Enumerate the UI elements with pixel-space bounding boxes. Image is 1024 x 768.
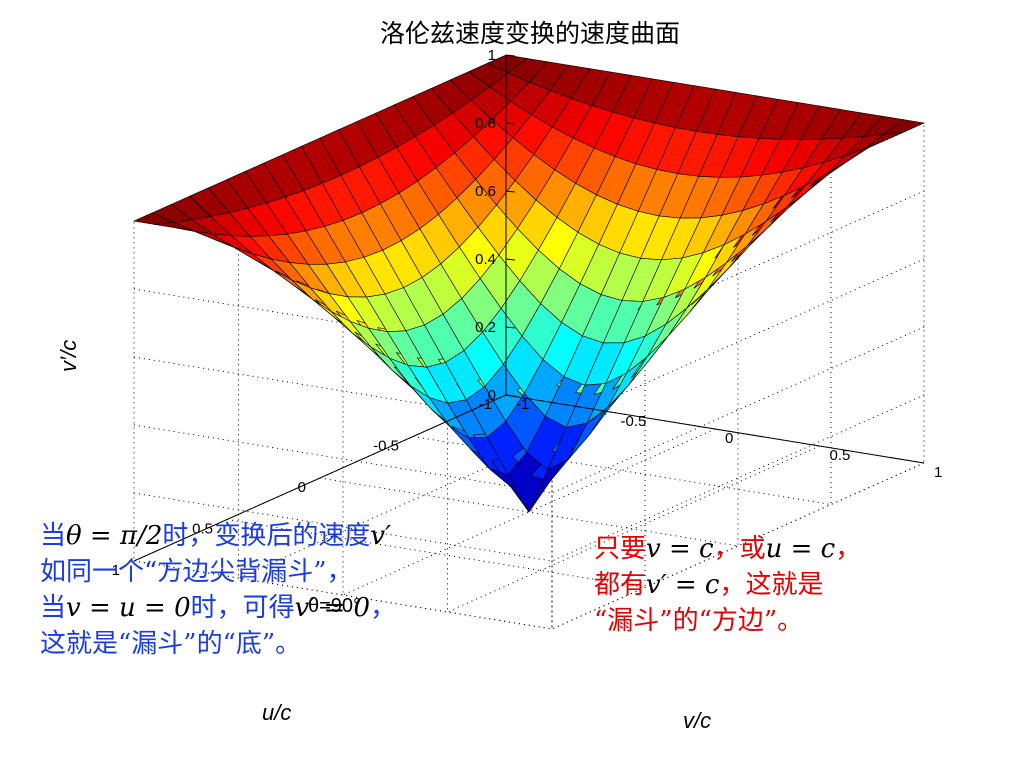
grid-line-x-0 xyxy=(505,123,925,464)
y-axis-line xyxy=(505,394,925,464)
z-axis-label: v′/c xyxy=(56,340,81,372)
z-tick-mark xyxy=(505,54,516,57)
grid-line-y-2 xyxy=(342,255,716,596)
z-tick-label: 0.6 xyxy=(475,183,496,200)
grid-line-y-1 xyxy=(238,238,611,579)
grid-line-z-4 xyxy=(133,190,925,358)
y-tick-label: 0.5 xyxy=(830,447,851,464)
z-tick-mark xyxy=(505,258,516,261)
left-annotation: 当θ = π/2时，变换后的速度v′ 如同一个“方边尖背漏斗”， 当v = u … xyxy=(40,518,396,662)
grid-line-z-1 xyxy=(133,394,925,562)
right-note-line2: 都有v′ = c，这就是 xyxy=(594,570,824,600)
z-tick-mark xyxy=(505,394,516,397)
surface-mesh xyxy=(132,54,926,513)
x-tick-label: 0.5 xyxy=(192,521,213,538)
z-tick-mark xyxy=(505,122,516,125)
grid-line-y-3 xyxy=(447,272,820,613)
z-tick-label: 0 xyxy=(488,387,496,404)
y-tick-label: 0 xyxy=(725,430,733,447)
theta-annotation: θ=90° xyxy=(308,595,361,617)
right-annotation: 只要v = c，或u = c， 都有v′ = c，这就是 “漏斗”的“方边”。 xyxy=(594,531,861,639)
z-tick-label: 0.4 xyxy=(475,251,496,268)
z-tick-label: 0.8 xyxy=(475,115,496,132)
y-axis-label: v/c xyxy=(683,708,711,733)
z-tick-mark xyxy=(505,326,516,329)
grid-line-x-2 xyxy=(319,206,739,547)
right-note-line1: 只要v = c，或u = c， xyxy=(594,534,862,564)
left-note-line1: 当θ = π/2时，变换后的速度v′ xyxy=(40,521,391,551)
z-tick-label: 0.2 xyxy=(475,319,496,336)
x-tick-label: 1 xyxy=(112,562,120,579)
right-note-line3: “漏斗”的“方边”。 xyxy=(594,606,804,636)
left-note-line4: 这就是“漏斗”的“底”。 xyxy=(40,629,302,659)
grid-line-y-4 xyxy=(551,289,925,630)
grid-line-x-1 xyxy=(412,164,832,506)
left-note-line3: 当v = u = 0时，可得v′ = 0， xyxy=(40,593,397,623)
z-tick-mark xyxy=(505,190,516,193)
z-tick-label: 1 xyxy=(488,47,496,64)
grid-line-z-2 xyxy=(133,326,925,494)
x-axis-line xyxy=(133,394,507,562)
x-tick-label: -1 xyxy=(479,396,492,413)
chart-title: 洛伦兹速度变换的速度曲面 xyxy=(379,19,680,48)
grid-line-z-3 xyxy=(133,258,925,426)
x-axis-label: u/c xyxy=(262,700,291,725)
y-tick-label: 1 xyxy=(934,464,942,481)
surface-patch xyxy=(883,119,926,135)
x-tick-label: 0 xyxy=(298,479,306,496)
left-note-line2: 如同一个“方边尖背漏斗”， xyxy=(40,557,353,587)
y-tick-label: -1 xyxy=(516,396,529,413)
x-tick-label: -0.5 xyxy=(373,438,399,455)
y-tick-label: -0.5 xyxy=(621,413,647,430)
axes: 0 0.2 0.4 0.6 0.8 1 -1 -0.5 0 0.5 1 -1 -0.5 0 0.5 1 u/c v… xyxy=(56,47,942,733)
